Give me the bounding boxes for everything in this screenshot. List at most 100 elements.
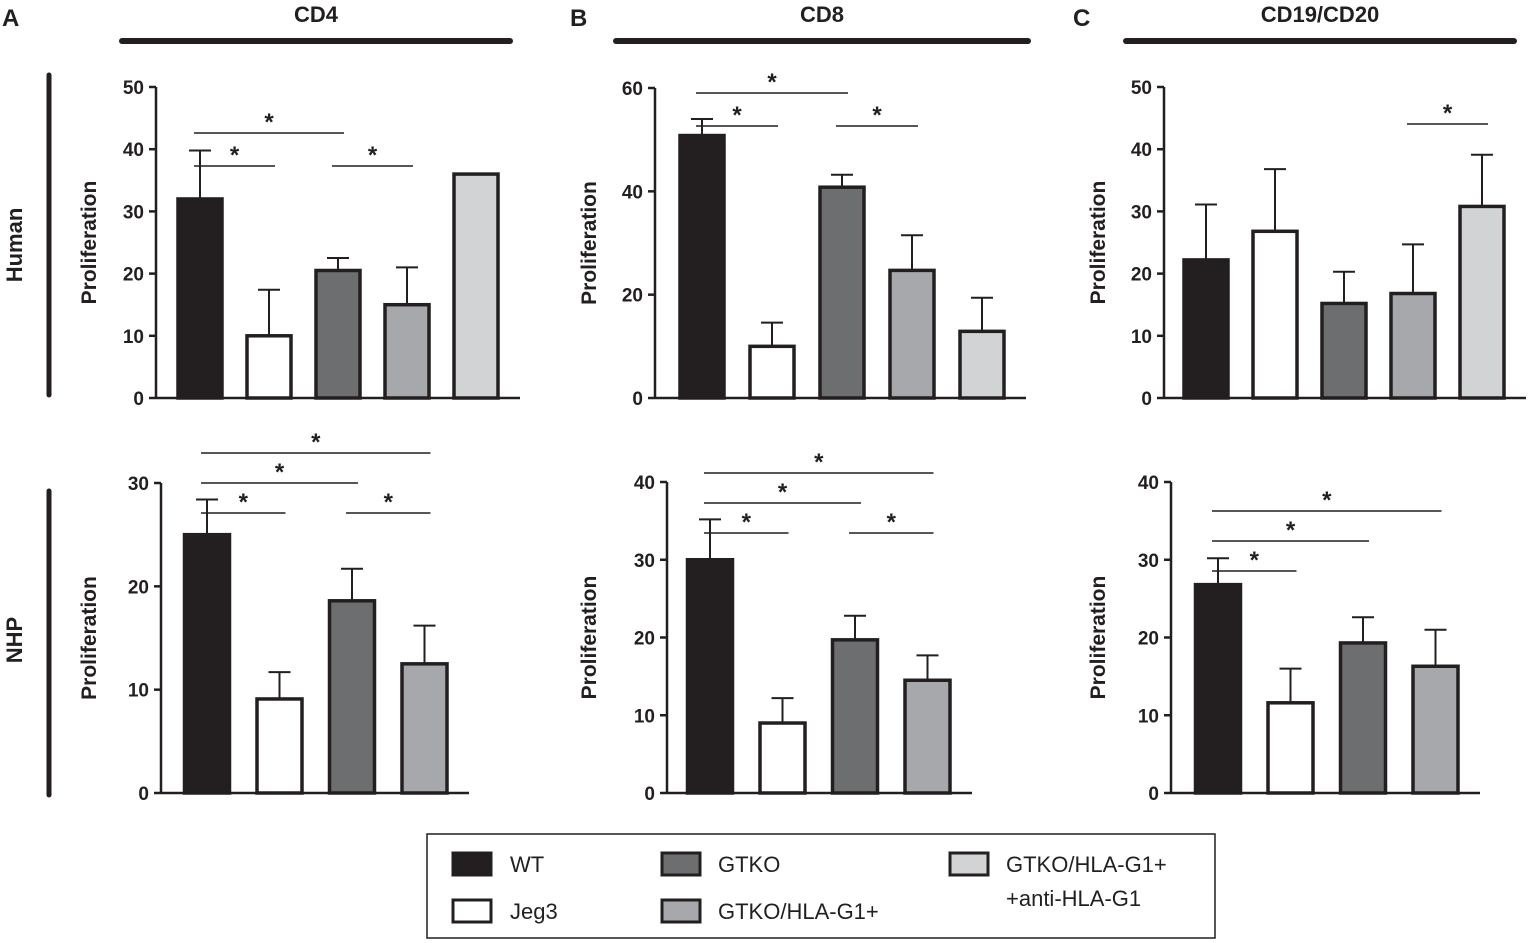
- y-tick-label: 40: [634, 473, 655, 494]
- y-axis-label: Proliferation: [578, 576, 601, 700]
- legend-swatch-jeg3: [451, 898, 493, 924]
- bar-gtko: [314, 268, 362, 400]
- bar-gtko-hla-g1: [383, 302, 431, 400]
- y-tick-label: 40: [1131, 140, 1152, 161]
- bar-gtko-hla-g1: [1411, 664, 1460, 795]
- panel-letter-a: A: [2, 5, 19, 32]
- bar-gtko-hla-g1: [903, 678, 952, 795]
- significance-star: *: [1322, 487, 1332, 514]
- y-axis-label: Proliferation: [1087, 576, 1110, 700]
- significance-star: *: [872, 102, 882, 129]
- y-tick-label: 30: [123, 202, 144, 223]
- y-tick-label: 40: [1138, 473, 1159, 494]
- bar-wt: [182, 532, 232, 795]
- y-tick-label: 10: [634, 706, 655, 727]
- bar-wt: [1182, 258, 1230, 400]
- legend-label-anti-hla-g1-line2: +anti-HLA-G1: [1006, 886, 1141, 911]
- significance-star: *: [1443, 100, 1453, 127]
- bar-jeg3: [1251, 229, 1299, 400]
- significance-star: *: [887, 509, 897, 536]
- legend-label-jeg3: Jeg3: [510, 899, 558, 924]
- y-tick-label: 60: [622, 79, 643, 100]
- y-tick-label: 20: [1138, 629, 1159, 650]
- bar-gtko: [327, 599, 377, 795]
- y-tick-label: 0: [1141, 389, 1152, 410]
- y-tick-label: 0: [632, 389, 643, 410]
- y-tick-label: 40: [622, 182, 643, 203]
- significance-star: *: [275, 459, 285, 486]
- significance-star: *: [1286, 517, 1296, 544]
- y-tick-label: 40: [123, 140, 144, 161]
- legend: WT Jeg3 GTKO GTKO/HLA-G1+ GTKO/HLA-G1+ +…: [426, 833, 1216, 939]
- significance-star: *: [1250, 547, 1260, 574]
- bar-jeg3: [758, 721, 807, 795]
- chart-cd8-nhp: 0 10 20 30 40 Proliferation * * * *: [578, 449, 972, 805]
- significance-star: *: [239, 489, 249, 516]
- significance-star: *: [767, 69, 777, 96]
- y-axis-label: Proliferation: [578, 181, 601, 305]
- y-tick-label: 20: [634, 629, 655, 650]
- y-tick-label: 10: [128, 681, 149, 702]
- y-tick-label: 50: [123, 78, 144, 99]
- y-axis-label: Proliferation: [1087, 181, 1110, 305]
- chart-cd19-cd20-nhp: 0 10 20 30 40 Proliferation * * *: [1087, 473, 1480, 805]
- y-tick-label: 0: [644, 784, 655, 805]
- bar-wt: [678, 133, 726, 400]
- panel-letter-c: C: [1073, 5, 1090, 32]
- bar-gtko: [818, 185, 866, 400]
- bar-gtko-hla-g1-anti-hla-g1: [958, 329, 1006, 400]
- row-label-nhp: NHP: [2, 617, 27, 663]
- bar-jeg3: [748, 344, 796, 400]
- bar-gtko: [1338, 641, 1388, 795]
- bar-gtko-hla-g1: [1389, 291, 1437, 400]
- significance-star: *: [264, 109, 274, 136]
- bar-jeg3: [1266, 701, 1315, 795]
- y-tick-label: 20: [622, 286, 643, 307]
- legend-label-wt: WT: [510, 852, 544, 877]
- bar-gtko: [830, 638, 880, 795]
- significance-star: *: [311, 429, 321, 456]
- legend-frame: [426, 833, 1216, 939]
- chart-cd19-cd20-human: 0 10 20 30 40 50 Proliferation *: [1087, 78, 1526, 410]
- y-tick-label: 30: [128, 474, 149, 495]
- bar-wt: [685, 558, 735, 795]
- bar-gtko-hla-g1-anti-hla-g1: [452, 172, 500, 400]
- y-tick-label: 0: [138, 784, 149, 805]
- y-tick-label: 20: [1131, 265, 1152, 286]
- chart-cd8-human: 0 20 40 60 Proliferation * * *: [578, 69, 1026, 410]
- chart-cd4-human: 0 10 20 30 40 50 Proliferation * * *: [78, 78, 520, 410]
- y-tick-label: 10: [1138, 706, 1159, 727]
- y-tick-label: 50: [1131, 78, 1152, 99]
- bar-wt: [1193, 582, 1243, 795]
- legend-swatch-gtko-hla-g1: [660, 898, 702, 924]
- panel-letter-b: B: [570, 5, 587, 32]
- bar-jeg3: [255, 697, 304, 795]
- legend-label-gtko: GTKO: [718, 852, 780, 877]
- y-tick-label: 0: [1148, 784, 1159, 805]
- y-tick-label: 0: [133, 389, 144, 410]
- significance-star: *: [384, 489, 394, 516]
- significance-star: *: [368, 142, 378, 169]
- legend-swatch-anti-hla-g1: [948, 851, 990, 877]
- y-axis-label: Proliferation: [78, 576, 101, 700]
- bar-gtko: [1320, 301, 1368, 400]
- legend-swatch-gtko: [660, 851, 702, 877]
- legend-label-anti-hla-g1-line1: GTKO/HLA-G1+: [1006, 852, 1167, 877]
- row-label-human: Human: [2, 208, 27, 283]
- column-title-cd8: CD8: [800, 2, 844, 27]
- bar-gtko-hla-g1: [400, 662, 449, 795]
- y-axis-label: Proliferation: [78, 181, 101, 305]
- y-tick-label: 20: [123, 265, 144, 286]
- chart-cd4-nhp: 0 10 20 30 Proliferation * * * *: [78, 429, 469, 805]
- bar-wt: [176, 197, 224, 400]
- y-tick-label: 30: [634, 551, 655, 572]
- column-title-cd4: CD4: [294, 2, 339, 27]
- significance-star: *: [742, 509, 752, 536]
- y-tick-label: 10: [123, 327, 144, 348]
- y-tick-label: 20: [128, 577, 149, 598]
- y-tick-label: 30: [1138, 551, 1159, 572]
- bar-gtko-hla-g1-anti-hla-g1: [1458, 204, 1506, 400]
- significance-star: *: [814, 449, 824, 476]
- y-tick-label: 10: [1131, 327, 1152, 348]
